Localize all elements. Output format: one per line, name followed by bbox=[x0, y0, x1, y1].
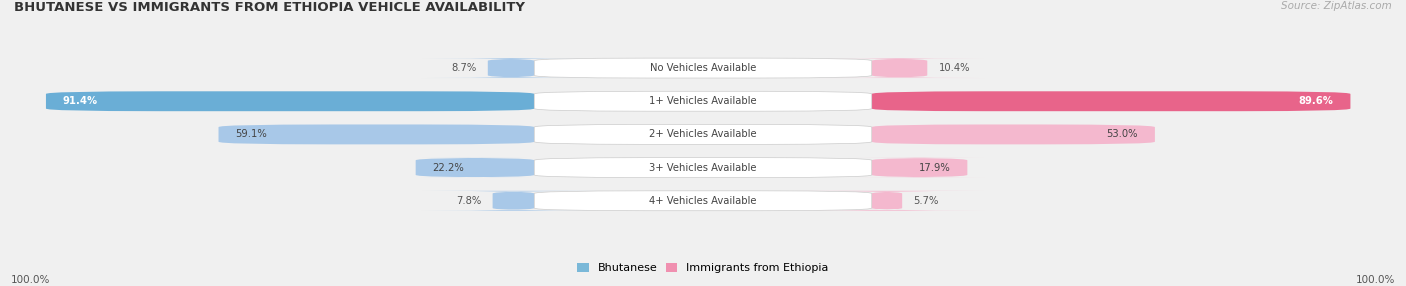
Text: 22.2%: 22.2% bbox=[433, 163, 464, 172]
Text: No Vehicles Available: No Vehicles Available bbox=[650, 63, 756, 73]
Text: 91.4%: 91.4% bbox=[63, 96, 98, 106]
FancyBboxPatch shape bbox=[416, 158, 534, 178]
Text: Source: ZipAtlas.com: Source: ZipAtlas.com bbox=[1281, 1, 1392, 11]
FancyBboxPatch shape bbox=[815, 58, 984, 78]
Legend: Bhutanese, Immigrants from Ethiopia: Bhutanese, Immigrants from Ethiopia bbox=[574, 258, 832, 278]
Text: BHUTANESE VS IMMIGRANTS FROM ETHIOPIA VEHICLE AVAILABILITY: BHUTANESE VS IMMIGRANTS FROM ETHIOPIA VE… bbox=[14, 1, 524, 14]
FancyBboxPatch shape bbox=[218, 124, 534, 144]
FancyBboxPatch shape bbox=[872, 124, 1154, 144]
Text: 5.7%: 5.7% bbox=[914, 196, 939, 206]
Text: 100.0%: 100.0% bbox=[1355, 275, 1395, 285]
FancyBboxPatch shape bbox=[534, 91, 872, 111]
Text: 100.0%: 100.0% bbox=[11, 275, 51, 285]
Text: 59.1%: 59.1% bbox=[235, 130, 267, 139]
FancyBboxPatch shape bbox=[534, 58, 872, 78]
FancyBboxPatch shape bbox=[872, 91, 1350, 111]
FancyBboxPatch shape bbox=[534, 191, 872, 211]
Text: 53.0%: 53.0% bbox=[1107, 130, 1137, 139]
FancyBboxPatch shape bbox=[422, 191, 605, 211]
Text: 4+ Vehicles Available: 4+ Vehicles Available bbox=[650, 196, 756, 206]
Text: 3+ Vehicles Available: 3+ Vehicles Available bbox=[650, 163, 756, 172]
Text: 1+ Vehicles Available: 1+ Vehicles Available bbox=[650, 96, 756, 106]
Text: 10.4%: 10.4% bbox=[939, 63, 970, 73]
FancyBboxPatch shape bbox=[46, 91, 534, 111]
Text: 89.6%: 89.6% bbox=[1299, 96, 1333, 106]
Text: 17.9%: 17.9% bbox=[918, 163, 950, 172]
Text: 2+ Vehicles Available: 2+ Vehicles Available bbox=[650, 130, 756, 139]
FancyBboxPatch shape bbox=[534, 158, 872, 178]
FancyBboxPatch shape bbox=[855, 158, 984, 178]
Text: 7.8%: 7.8% bbox=[456, 196, 481, 206]
FancyBboxPatch shape bbox=[790, 191, 984, 211]
FancyBboxPatch shape bbox=[422, 58, 600, 78]
FancyBboxPatch shape bbox=[534, 124, 872, 144]
Text: 8.7%: 8.7% bbox=[451, 63, 477, 73]
